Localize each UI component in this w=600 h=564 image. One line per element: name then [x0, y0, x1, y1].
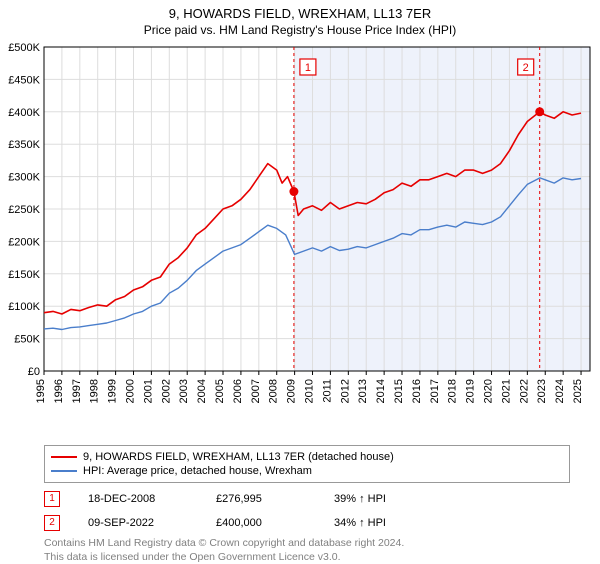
svg-text:£300K: £300K [8, 172, 40, 184]
svg-text:£100K: £100K [8, 301, 40, 313]
event-marker: 1 [44, 491, 60, 507]
svg-text:1998: 1998 [89, 379, 101, 403]
svg-text:2019: 2019 [465, 379, 477, 403]
svg-text:2023: 2023 [536, 379, 548, 403]
legend-label: 9, HOWARDS FIELD, WREXHAM, LL13 7ER (det… [83, 451, 394, 463]
svg-text:2016: 2016 [411, 379, 423, 403]
svg-text:2013: 2013 [357, 379, 369, 403]
svg-text:2021: 2021 [500, 379, 512, 403]
legend-swatch [51, 456, 77, 458]
svg-text:1997: 1997 [71, 379, 83, 403]
attribution-line: Contains HM Land Registry data © Crown c… [44, 537, 570, 551]
svg-text:2017: 2017 [429, 379, 441, 403]
legend-label: HPI: Average price, detached house, Wrex… [83, 465, 312, 477]
svg-text:2022: 2022 [518, 379, 530, 403]
event-row: 1 18-DEC-2008 £276,995 39% ↑ HPI [44, 487, 570, 511]
events-table: 1 18-DEC-2008 £276,995 39% ↑ HPI 2 09-SE… [44, 487, 570, 535]
chart-container: 9, HOWARDS FIELD, WREXHAM, LL13 7ER Pric… [0, 0, 600, 560]
attribution-line: This data is licensed under the Open Gov… [44, 551, 570, 564]
svg-text:2011: 2011 [321, 379, 333, 403]
svg-text:2000: 2000 [125, 379, 137, 403]
legend-item: 9, HOWARDS FIELD, WREXHAM, LL13 7ER (det… [51, 450, 563, 464]
svg-text:2009: 2009 [286, 379, 298, 403]
event-price: £400,000 [216, 517, 306, 529]
svg-text:2008: 2008 [268, 379, 280, 403]
svg-text:2025: 2025 [572, 379, 584, 403]
chart-title: 9, HOWARDS FIELD, WREXHAM, LL13 7ER [0, 0, 600, 21]
svg-text:2006: 2006 [232, 379, 244, 403]
event-hpi: 39% ↑ HPI [334, 493, 444, 505]
svg-text:2012: 2012 [339, 379, 351, 403]
svg-text:£400K: £400K [8, 107, 40, 119]
svg-text:£0: £0 [28, 366, 40, 378]
svg-text:2007: 2007 [250, 379, 262, 403]
svg-text:1: 1 [305, 62, 311, 74]
svg-text:2: 2 [523, 62, 529, 74]
legend: 9, HOWARDS FIELD, WREXHAM, LL13 7ER (det… [44, 445, 570, 483]
event-row: 2 09-SEP-2022 £400,000 34% ↑ HPI [44, 511, 570, 535]
svg-text:2018: 2018 [447, 379, 459, 403]
event-price: £276,995 [216, 493, 306, 505]
svg-text:1996: 1996 [53, 379, 65, 403]
svg-text:2010: 2010 [304, 379, 316, 403]
svg-text:2003: 2003 [178, 379, 190, 403]
event-date: 18-DEC-2008 [88, 493, 188, 505]
svg-text:£350K: £350K [8, 139, 40, 151]
svg-text:2020: 2020 [483, 379, 495, 403]
svg-text:2002: 2002 [160, 379, 172, 403]
legend-swatch [51, 470, 77, 472]
svg-text:1995: 1995 [35, 379, 47, 403]
svg-text:2005: 2005 [214, 379, 226, 403]
svg-text:£450K: £450K [8, 74, 40, 86]
svg-text:2024: 2024 [554, 379, 566, 403]
event-marker: 2 [44, 515, 60, 531]
svg-text:£500K: £500K [8, 42, 40, 54]
svg-text:1999: 1999 [107, 379, 119, 403]
svg-text:£200K: £200K [8, 236, 40, 248]
chart-svg: £0 £50K £100K £150K £200K £250K £300K £350K £400… [0, 41, 600, 441]
svg-text:2004: 2004 [196, 379, 208, 403]
svg-text:2015: 2015 [393, 379, 405, 403]
svg-text:£50K: £50K [14, 334, 40, 346]
svg-text:£250K: £250K [8, 204, 40, 216]
chart-plot-area: £0 £50K £100K £150K £200K £250K £300K £350K £400… [0, 41, 600, 441]
event-hpi: 34% ↑ HPI [334, 517, 444, 529]
svg-text:£150K: £150K [8, 269, 40, 281]
event-date: 09-SEP-2022 [88, 517, 188, 529]
svg-text:2014: 2014 [375, 379, 387, 403]
svg-text:2001: 2001 [142, 379, 154, 403]
legend-item: HPI: Average price, detached house, Wrex… [51, 464, 563, 478]
chart-subtitle: Price paid vs. HM Land Registry's House … [0, 21, 600, 41]
